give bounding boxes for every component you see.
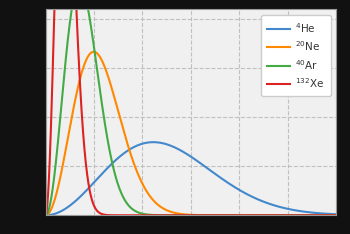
$^{20}$Ne	[155, 203, 159, 205]
$^{132}$Xe	[43, 214, 48, 217]
$^{132}$Xe	[334, 214, 338, 217]
$^{20}$Ne	[334, 214, 338, 217]
$^4$He	[77, 197, 81, 200]
Legend: $^4$He, $^{20}$Ne, $^{40}$Ar, $^{132}$Xe: $^4$He, $^{20}$Ne, $^{40}$Ar, $^{132}$Xe	[261, 15, 331, 96]
$^4$He	[328, 212, 332, 215]
Line: $^4$He: $^4$He	[46, 142, 336, 215]
$^{40}$Ar	[155, 214, 159, 216]
Line: $^{132}$Xe: $^{132}$Xe	[46, 0, 336, 215]
$^{20}$Ne	[168, 210, 172, 213]
$^4$He	[168, 144, 172, 147]
$^{132}$Xe	[297, 214, 301, 217]
$^{20}$Ne	[328, 214, 332, 217]
Line: $^{20}$Ne: $^{20}$Ne	[46, 52, 336, 215]
$^4$He	[297, 209, 301, 212]
$^{40}$Ar	[297, 214, 301, 217]
$^4$He	[94, 179, 98, 182]
$^4$He	[334, 213, 338, 216]
$^{40}$Ar	[328, 214, 332, 217]
$^{132}$Xe	[155, 214, 159, 217]
$^4$He	[155, 141, 159, 144]
$^4$He	[151, 141, 155, 144]
$^{40}$Ar	[94, 60, 98, 63]
$^4$He	[43, 214, 48, 217]
$^{20}$Ne	[77, 83, 81, 86]
$^{20}$Ne	[94, 51, 98, 54]
Line: $^{40}$Ar: $^{40}$Ar	[46, 0, 336, 215]
$^{20}$Ne	[297, 214, 301, 217]
$^{20}$Ne	[92, 50, 96, 53]
$^{132}$Xe	[94, 208, 98, 211]
$^{40}$Ar	[334, 214, 338, 217]
$^{132}$Xe	[168, 214, 172, 217]
$^{20}$Ne	[43, 214, 48, 217]
$^{132}$Xe	[77, 58, 81, 61]
$^{40}$Ar	[43, 214, 48, 217]
$^{40}$Ar	[168, 214, 172, 217]
$^{132}$Xe	[328, 214, 332, 217]
